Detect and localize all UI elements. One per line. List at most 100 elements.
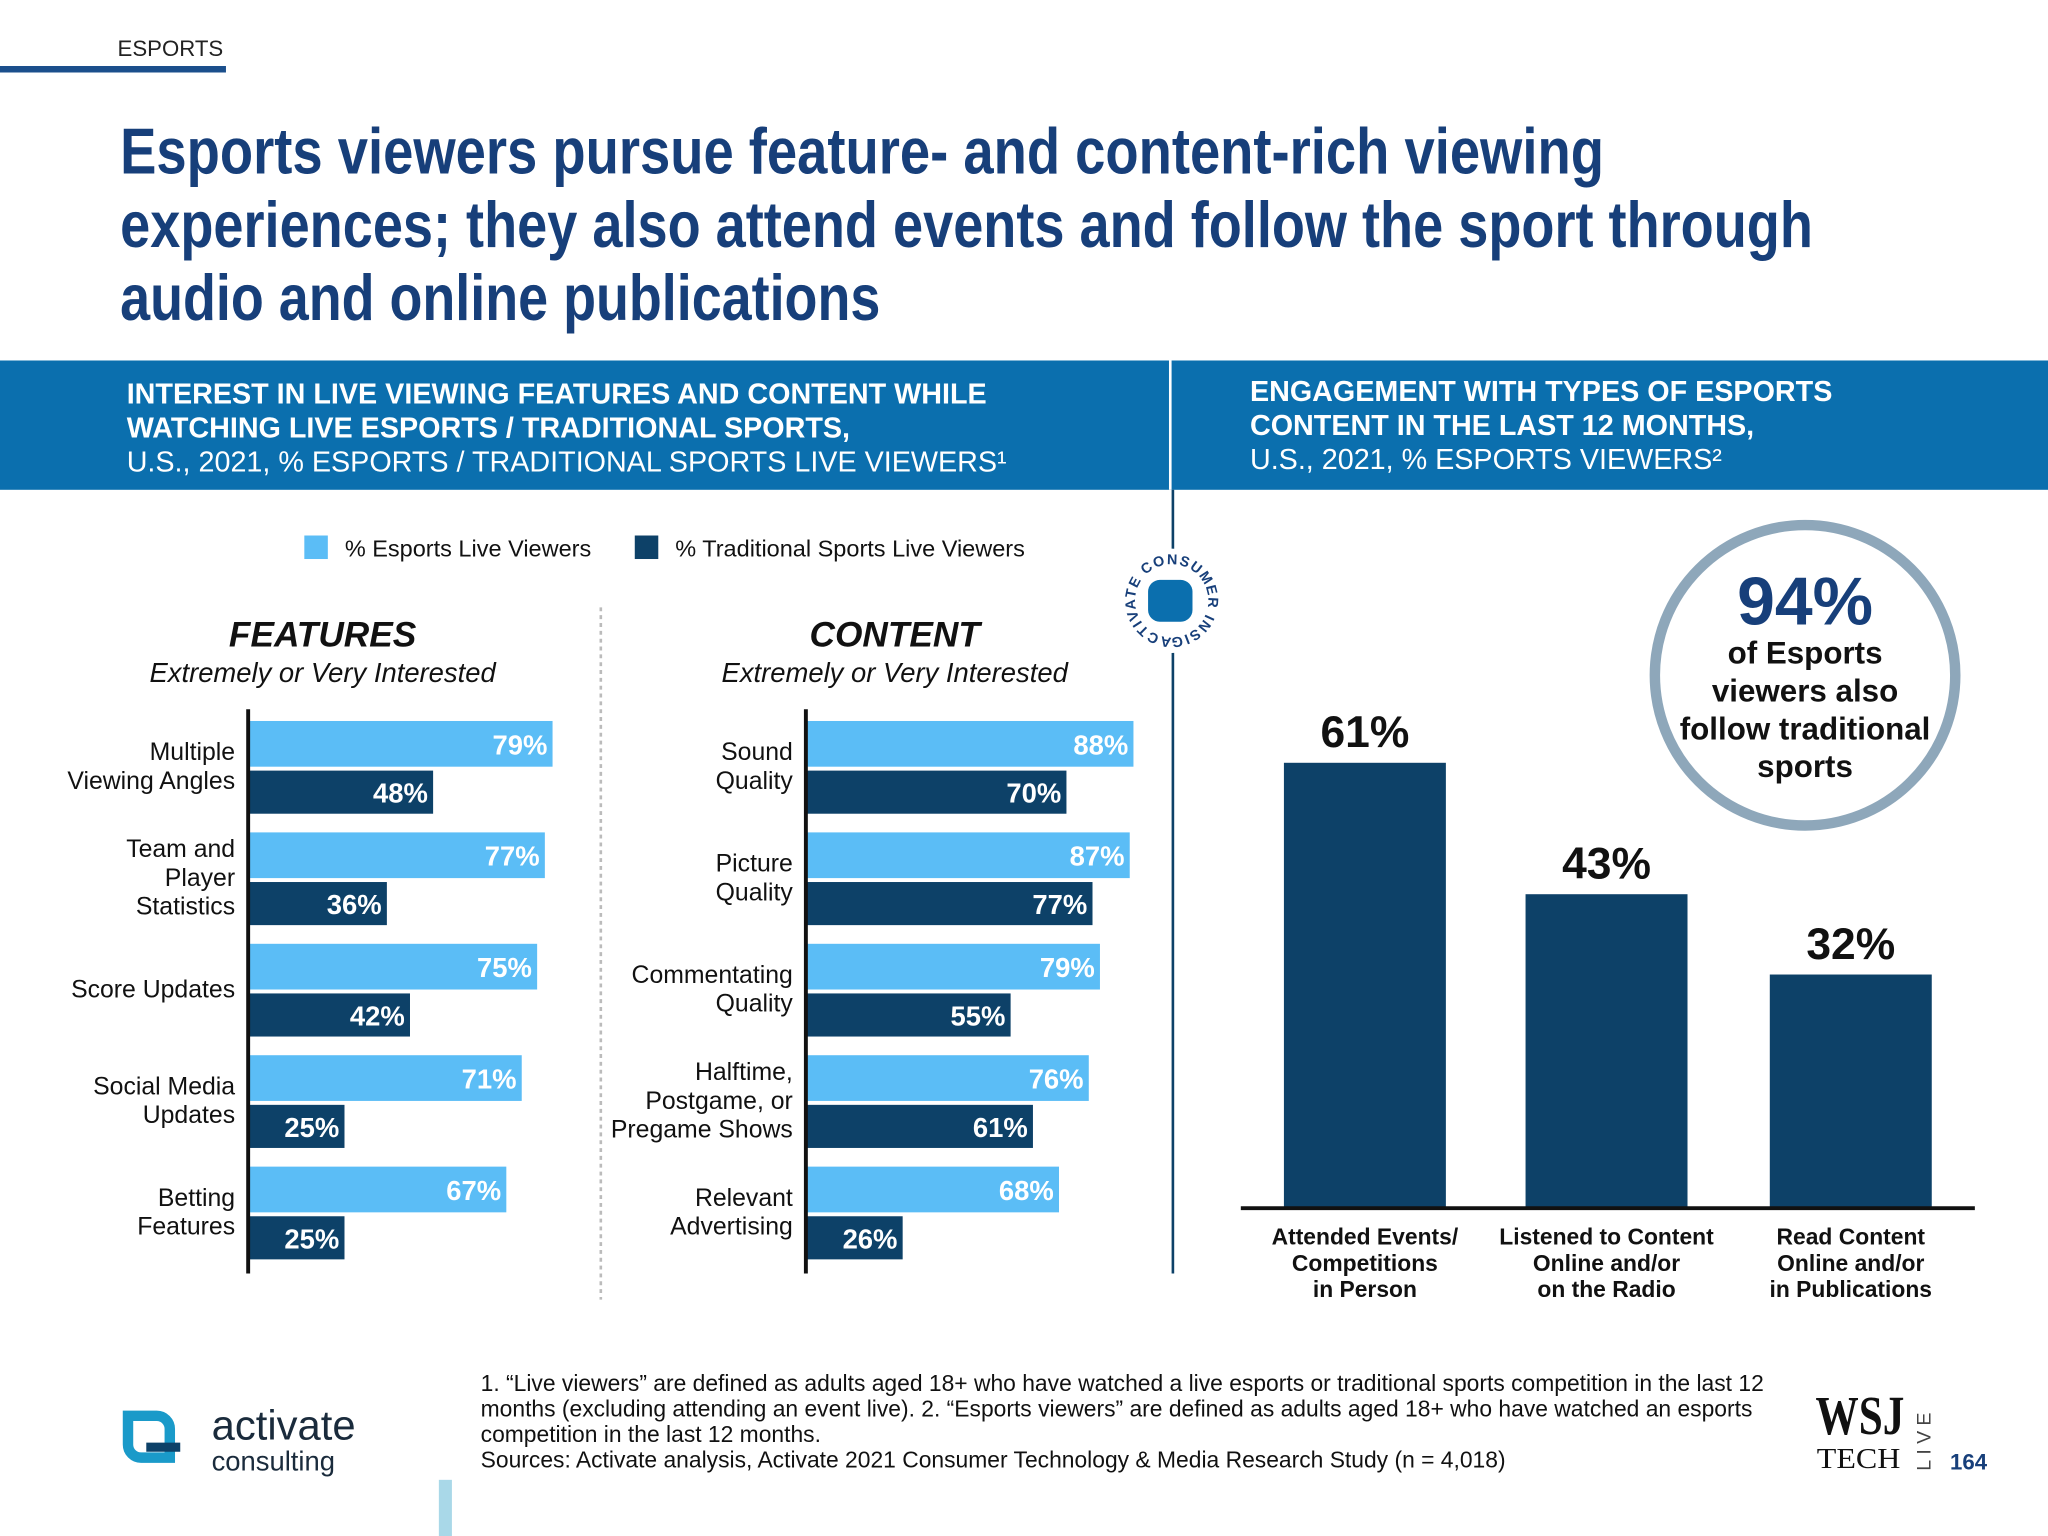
- text-line: Listened to Content: [1499, 1224, 1714, 1250]
- bar: [805, 832, 1130, 879]
- value-label: 42%: [350, 1000, 405, 1031]
- category-label: Commentating Quality: [632, 962, 794, 1018]
- bar: [805, 1166, 1060, 1213]
- value-label: 67%: [446, 1175, 501, 1206]
- bar: [805, 1216, 903, 1260]
- text-line: Multiple: [150, 739, 235, 766]
- bar: [805, 770, 1067, 814]
- left-heading-line: WATCHING LIVE ESPORTS / TRADITIONAL SPOR…: [127, 413, 850, 445]
- bar: [1525, 894, 1688, 1209]
- text-line: Advertising: [670, 1214, 793, 1241]
- bar: [1769, 974, 1932, 1209]
- footnote: 1. “Live viewers” are defined as adults …: [481, 1370, 1764, 1396]
- text-line: Quality: [716, 879, 794, 906]
- text-line: Updates: [143, 1102, 235, 1129]
- bar: [248, 832, 545, 879]
- text-line: of Esports: [1728, 636, 1883, 671]
- callout-text: of Esports viewers also follow traditional…: [1680, 636, 1931, 785]
- section-label: ESPORTS: [118, 36, 224, 61]
- title-line: audio and online publications: [120, 261, 880, 334]
- legend-label: % Traditional Sports Live Viewers: [675, 535, 1025, 561]
- value-label: 87%: [1070, 841, 1125, 872]
- text-line: Viewing Angles: [67, 768, 235, 795]
- text-line: in Publications: [1770, 1276, 1932, 1302]
- right-heading-line: ENGAGEMENT WITH TYPES OF ESPORTS: [1250, 376, 1832, 408]
- footnote: months (excluding attending an event liv…: [481, 1395, 1753, 1421]
- category-label: Listened to Content Online and/or on the R…: [1499, 1224, 1714, 1302]
- bar: [248, 882, 387, 926]
- chart-title: CONTENT: [810, 616, 984, 655]
- value-label: 71%: [462, 1064, 517, 1095]
- text-line: in Person: [1313, 1276, 1417, 1302]
- value-label: 55%: [951, 1000, 1006, 1031]
- bar: [248, 993, 410, 1037]
- value-label: 77%: [1032, 889, 1087, 920]
- chart-title: FEATURES: [229, 616, 417, 655]
- text-line: follow traditional: [1680, 711, 1931, 746]
- text-line: Halftime,: [695, 1059, 793, 1086]
- category-label: Team and Player Statistics: [126, 836, 235, 920]
- text-line: Online and/or: [1533, 1250, 1680, 1276]
- bar: [248, 770, 434, 814]
- value-label: 70%: [1006, 778, 1061, 809]
- chart-subtitle: Extremely or Very Interested: [722, 657, 1069, 688]
- text-line: Player: [165, 865, 235, 892]
- text-line: Pregame Shows: [611, 1117, 793, 1144]
- text-line: Read Content: [1777, 1224, 1926, 1250]
- category-label: Multiple Viewing Angles: [67, 739, 235, 795]
- heading-band: [0, 360, 2048, 490]
- value-label: 25%: [284, 1112, 339, 1143]
- category-label: Sound Quality: [716, 739, 794, 795]
- category-label: Picture Quality: [716, 851, 794, 907]
- text-line: Features: [137, 1214, 235, 1241]
- bar: [1283, 762, 1446, 1209]
- value-label: 61%: [973, 1112, 1028, 1143]
- text-line: Competitions: [1292, 1250, 1438, 1276]
- category-label: Score Updates: [71, 976, 235, 1003]
- value-label: 76%: [1029, 1064, 1084, 1095]
- text-line: Sound: [721, 739, 793, 766]
- text-line: Quality: [716, 768, 794, 795]
- category-label: Attended Events/Competitions in Person: [1272, 1224, 1459, 1302]
- value-label: 43%: [1562, 840, 1651, 889]
- text-line: Postgame, or: [645, 1088, 792, 1115]
- category-label: Social Media Updates: [93, 1073, 235, 1129]
- bar: [248, 720, 553, 767]
- text-line: on the Radio: [1537, 1276, 1675, 1302]
- footnote: Sources: Activate analysis, Activate 202…: [481, 1446, 1506, 1472]
- logo-icon: [122, 1410, 176, 1463]
- callout-value: 94%: [1737, 564, 1873, 639]
- legend-label: % Esports Live Viewers: [345, 535, 591, 561]
- bar: [248, 1166, 507, 1213]
- chart-subtitle: Extremely or Very Interested: [149, 657, 496, 688]
- right-heading-line: U.S., 2021, % ESPORTS VIEWERS²: [1250, 444, 1722, 476]
- category-label: Betting Features: [137, 1185, 235, 1241]
- text-line: Betting: [158, 1185, 235, 1212]
- value-label: 79%: [1040, 952, 1095, 983]
- value-label: 48%: [373, 778, 428, 809]
- bar: [805, 943, 1100, 990]
- legend-swatch: [304, 535, 328, 560]
- text-line: sports: [1757, 749, 1853, 784]
- text-line: Picture: [716, 851, 793, 878]
- text-line: Relevant: [695, 1185, 793, 1212]
- value-label: 68%: [999, 1175, 1054, 1206]
- text-line: Commentating: [632, 962, 793, 989]
- wsj-bottom: TECH: [1817, 1443, 1901, 1475]
- left-heading-line: U.S., 2021, % ESPORTS / TRADITIONAL SPOR…: [127, 447, 1007, 479]
- value-label: 88%: [1073, 729, 1128, 760]
- bar: [248, 1104, 345, 1148]
- footnote: competition in the last 12 months.: [481, 1421, 821, 1447]
- value-label: 25%: [284, 1223, 339, 1254]
- stamp-icon: [1148, 579, 1193, 622]
- value-label: 77%: [485, 841, 540, 872]
- bar: [805, 882, 1093, 926]
- callout-circle: [1649, 519, 1961, 831]
- text-line: Statistics: [136, 894, 235, 921]
- category-label: Read Content Online and/or in Publications: [1770, 1224, 1932, 1302]
- category-label: Halftime, Postgame, or Pregame Shows: [611, 1059, 793, 1143]
- bar: [805, 993, 1011, 1037]
- bar: [805, 1055, 1089, 1101]
- bar: [805, 720, 1134, 767]
- value-label: 36%: [327, 889, 382, 920]
